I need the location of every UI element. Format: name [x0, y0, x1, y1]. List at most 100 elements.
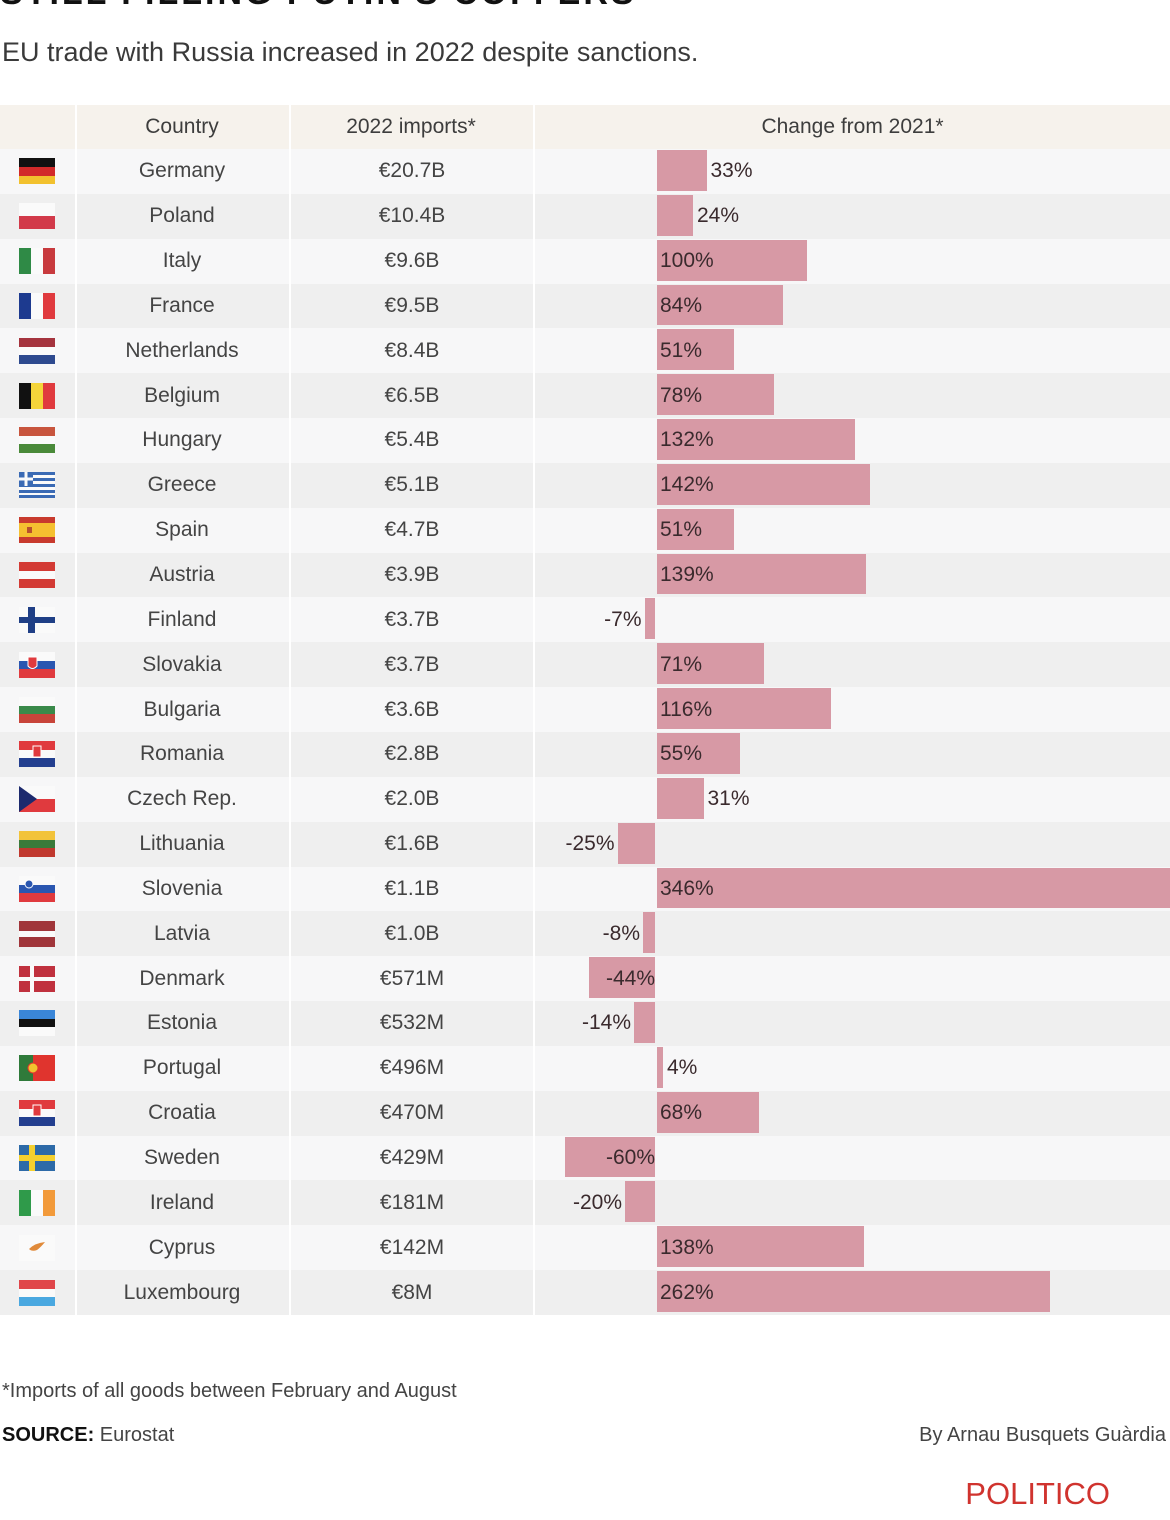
- change-label: 33%: [710, 159, 753, 183]
- source-value: Eurostat: [99, 1424, 175, 1446]
- column-divider: [289, 283, 291, 329]
- table-row: Belgium €6.5B 78%: [0, 373, 1170, 419]
- imports-value: €4.7B: [384, 518, 440, 542]
- change-bar: [657, 374, 774, 416]
- column-divider: [533, 597, 535, 643]
- change-bar: [617, 822, 655, 864]
- change-bar: [657, 419, 855, 460]
- column-divider: [289, 462, 291, 508]
- column-divider: [533, 911, 535, 957]
- slovakia-flag-icon: [19, 651, 55, 678]
- change-bar: [657, 194, 693, 236]
- change-label: 262%: [660, 1280, 714, 1304]
- change-label: -44%: [605, 966, 655, 990]
- country-name: Italy: [162, 249, 202, 273]
- column-divider: [533, 238, 535, 284]
- table-row: Latvia €1.0B -8%: [0, 911, 1170, 957]
- country-name: Croatia: [148, 1101, 216, 1125]
- column-divider: [533, 1225, 535, 1271]
- column-divider: [75, 821, 77, 867]
- column-divider: [75, 238, 77, 284]
- table-row: Netherlands €8.4B 51%: [0, 328, 1170, 374]
- country-name: Czech Rep.: [127, 787, 237, 811]
- column-divider: [75, 1135, 77, 1181]
- table-row: Hungary €5.4B 132%: [0, 418, 1170, 463]
- country-name: Cyprus: [148, 1235, 216, 1259]
- change-bar: [657, 777, 704, 819]
- netherlands-flag-icon: [19, 337, 55, 364]
- bulgaria-flag-icon: [19, 696, 55, 723]
- country-name: Denmark: [139, 966, 225, 990]
- estonia-flag-icon: [19, 1010, 55, 1037]
- country-name: Estonia: [146, 1011, 218, 1035]
- column-divider: [289, 193, 291, 239]
- source-line: SOURCE: Eurostat: [2, 1424, 174, 1447]
- change-label: 84%: [660, 293, 703, 317]
- change-bar: [657, 1226, 864, 1268]
- country-name: Sweden: [144, 1145, 220, 1169]
- country-name: Slovenia: [141, 876, 223, 900]
- imports-value: €1.6B: [384, 832, 440, 856]
- change-label: 142%: [660, 473, 714, 497]
- table-row: Luxembourg €8M 262%: [0, 1270, 1170, 1315]
- column-divider: [289, 1001, 291, 1046]
- column-divider: [533, 1135, 535, 1181]
- country-name: Latvia: [153, 921, 211, 945]
- change-bar: [657, 732, 740, 774]
- ireland-flag-icon: [19, 1189, 55, 1216]
- column-divider: [289, 776, 291, 822]
- table-row: Spain €4.7B 51%: [0, 507, 1170, 553]
- column-divider: [289, 1090, 291, 1136]
- change-label: -60%: [605, 1145, 655, 1169]
- column-divider: [75, 911, 77, 957]
- imports-value: €10.4B: [378, 204, 446, 228]
- country-name: Bulgaria: [143, 697, 221, 721]
- column-divider: [289, 238, 291, 284]
- table-row: Czech Rep. €2.0B 31%: [0, 776, 1170, 822]
- change-bar: [657, 329, 734, 371]
- czech-flag-icon: [19, 786, 55, 813]
- column-divider: [533, 642, 535, 688]
- change-bar: [657, 1046, 663, 1088]
- table-row: Austria €3.9B 139%: [0, 552, 1170, 598]
- column-divider: [533, 105, 535, 149]
- croatia-flag-icon: [19, 1100, 55, 1127]
- table-row: Portugal €496M 4%: [0, 1045, 1170, 1091]
- country-name: Belgium: [144, 383, 220, 407]
- imports-value: €532M: [379, 1011, 445, 1035]
- column-divider: [533, 821, 535, 867]
- change-bar: [565, 1136, 655, 1178]
- header-flag: [0, 105, 75, 149]
- country-name: Luxembourg: [123, 1280, 241, 1304]
- column-divider: [533, 866, 535, 912]
- column-divider: [75, 283, 77, 329]
- column-divider: [75, 1045, 77, 1091]
- politico-logo: POLITICO: [965, 1476, 1110, 1511]
- column-divider: [533, 193, 535, 239]
- country-name: Finland: [147, 607, 217, 631]
- change-bar: [634, 1002, 655, 1043]
- change-label: -20%: [572, 1190, 622, 1214]
- change-bar: [643, 912, 655, 954]
- country-name: Spain: [155, 518, 209, 542]
- column-divider: [75, 866, 77, 912]
- change-label: 68%: [660, 1101, 703, 1125]
- column-divider: [289, 1225, 291, 1271]
- column-divider: [75, 328, 77, 374]
- imports-value: €2.8B: [384, 742, 440, 766]
- country-name: Romania: [139, 742, 225, 766]
- change-label: 51%: [660, 338, 703, 362]
- table-row: Romania €2.8B 55%: [0, 731, 1170, 777]
- change-bar: [644, 598, 655, 640]
- table-row: Poland €10.4B 24%: [0, 193, 1170, 239]
- imports-value: €470M: [379, 1101, 445, 1125]
- column-divider: [75, 193, 77, 239]
- imports-value: €142M: [379, 1235, 445, 1259]
- imports-value: €3.6B: [384, 697, 440, 721]
- country-name: Poland: [149, 204, 215, 228]
- imports-value: €3.7B: [384, 607, 440, 631]
- column-divider: [289, 821, 291, 867]
- column-divider: [533, 283, 535, 329]
- change-bar: [589, 957, 655, 999]
- column-divider: [75, 642, 77, 688]
